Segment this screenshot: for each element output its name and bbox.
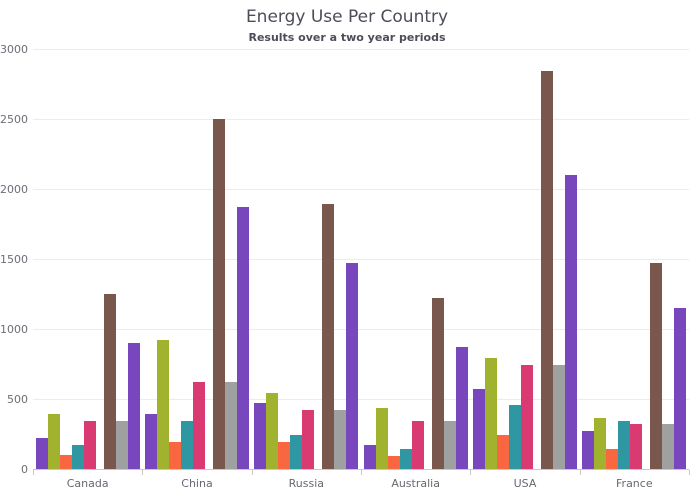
y-tick-label-1500: 1500 bbox=[0, 253, 28, 266]
gridline-2000 bbox=[33, 189, 689, 190]
bar-purple-bar-year1-col1-russia[interactable] bbox=[254, 403, 267, 469]
bar-purple-bar-year1-col1-usa[interactable] bbox=[472, 388, 485, 469]
x-axis-tick bbox=[470, 470, 472, 475]
y-tick-label-2500: 2500 bbox=[0, 113, 28, 126]
bar-pink-bar-col5-france[interactable] bbox=[630, 424, 643, 469]
gridline-500 bbox=[33, 399, 689, 400]
bar-group-gap bbox=[424, 468, 432, 469]
y-tick-label-1000: 1000 bbox=[0, 323, 28, 336]
bar-brown-bar-col6-australia[interactable] bbox=[431, 297, 444, 469]
bar-green-bar-col2-usa[interactable] bbox=[484, 357, 497, 469]
gridline-2500 bbox=[33, 119, 689, 120]
gridline-1500 bbox=[33, 259, 689, 260]
y-tick-label-500: 500 bbox=[7, 393, 28, 406]
bar-brown-bar-col6-france[interactable] bbox=[650, 262, 663, 469]
bar-gray-bar-col7-russia[interactable] bbox=[334, 410, 347, 469]
bar-pink-bar-col5-australia[interactable] bbox=[411, 420, 424, 469]
bar-green-bar-col2-france[interactable] bbox=[594, 417, 607, 469]
plot-area bbox=[33, 49, 689, 470]
bar-green-bar-col2-canada[interactable] bbox=[47, 413, 60, 469]
bar-teal-bar-col4-canada[interactable] bbox=[71, 444, 84, 469]
bar-pink-bar-col5-china[interactable] bbox=[192, 381, 205, 469]
category-cell-france bbox=[580, 49, 689, 469]
x-axis-labels: Canada China Russia Australia USA France bbox=[33, 477, 689, 495]
gridline-1000 bbox=[33, 329, 689, 330]
bar-violet-bar-col8-usa[interactable] bbox=[564, 175, 577, 469]
bar-orange-bar-col3-china[interactable] bbox=[168, 441, 181, 469]
bar-teal-bar-col4-china[interactable] bbox=[180, 421, 193, 469]
bar-group-gap bbox=[314, 468, 322, 469]
bar-pink-bar-col5-usa[interactable] bbox=[520, 364, 533, 469]
bar-group-gap bbox=[533, 468, 541, 469]
x-axis-tick bbox=[251, 470, 253, 475]
bar-violet-bar-col8-canada[interactable] bbox=[127, 343, 140, 469]
bar-green-bar-col2-australia[interactable] bbox=[375, 408, 388, 469]
bar-group-gap bbox=[205, 468, 213, 469]
bar-orange-bar-col3-russia[interactable] bbox=[278, 441, 291, 469]
y-axis-labels: 0 500 1000 1500 2000 2500 3000 bbox=[0, 43, 28, 476]
bar-violet-bar-col8-france[interactable] bbox=[674, 308, 687, 469]
bar-violet-bar-col8-russia[interactable] bbox=[346, 262, 359, 469]
bar-pink-bar-col5-canada[interactable] bbox=[83, 420, 96, 469]
bar-purple-bar-year1-col1-france[interactable] bbox=[582, 431, 595, 469]
bars-layer bbox=[33, 49, 689, 469]
category-label-china: China bbox=[181, 477, 213, 490]
bar-gray-bar-col7-china[interactable] bbox=[224, 382, 237, 469]
bar-brown-bar-col6-usa[interactable] bbox=[540, 70, 553, 469]
bar-violet-bar-col8-china[interactable] bbox=[236, 206, 249, 469]
category-cell-russia bbox=[252, 49, 361, 469]
y-tick-label-2000: 2000 bbox=[0, 183, 28, 196]
x-axis-tick bbox=[689, 470, 690, 475]
bar-pink-bar-col5-russia[interactable] bbox=[302, 410, 315, 469]
category-label-russia: Russia bbox=[288, 477, 325, 490]
bar-gray-bar-col7-france[interactable] bbox=[662, 423, 675, 469]
x-axis-tick bbox=[361, 470, 362, 475]
bar-purple-bar-year1-col1-canada[interactable] bbox=[35, 438, 48, 469]
bar-group-gap bbox=[96, 468, 104, 469]
bar-gray-bar-col7-usa[interactable] bbox=[552, 364, 565, 469]
gridline-3000 bbox=[33, 49, 689, 50]
chart-title: Energy Use Per Country bbox=[245, 7, 449, 27]
bar-brown-bar-col6-canada[interactable] bbox=[103, 294, 116, 469]
bar-brown-bar-col6-china[interactable] bbox=[212, 119, 225, 469]
bar-green-bar-col2-china[interactable] bbox=[156, 340, 169, 469]
bar-purple-bar-year1-col1-australia[interactable] bbox=[363, 445, 376, 469]
bar-gray-bar-col7-australia[interactable] bbox=[443, 420, 456, 469]
category-label-australia: Australia bbox=[391, 477, 440, 490]
bar-teal-bar-col4-russia[interactable] bbox=[290, 434, 303, 469]
bar-group-gap bbox=[642, 468, 650, 469]
bar-orange-bar-col3-canada[interactable] bbox=[59, 455, 72, 469]
y-tick-label-3000: 3000 bbox=[0, 43, 28, 56]
bar-gray-bar-col7-canada[interactable] bbox=[115, 420, 128, 469]
category-cell-china bbox=[142, 49, 251, 469]
category-cell-australia bbox=[361, 49, 470, 469]
bar-teal-bar-col4-usa[interactable] bbox=[508, 404, 521, 469]
x-axis-tick bbox=[142, 470, 144, 475]
bar-orange-bar-col3-australia[interactable] bbox=[387, 455, 400, 469]
x-axis-tick bbox=[579, 470, 581, 475]
bar-orange-bar-col3-france[interactable] bbox=[606, 448, 619, 469]
bar-teal-bar-col4-france[interactable] bbox=[618, 421, 631, 469]
category-label-canada: Canada bbox=[66, 477, 109, 490]
bar-purple-bar-year1-col1-china[interactable] bbox=[144, 413, 157, 469]
bar-orange-bar-col3-usa[interactable] bbox=[496, 435, 509, 469]
bar-green-bar-col2-russia[interactable] bbox=[266, 392, 279, 469]
bar-violet-bar-col8-australia[interactable] bbox=[455, 347, 468, 469]
category-label-usa: USA bbox=[513, 477, 537, 490]
bar-brown-bar-col6-russia[interactable] bbox=[322, 203, 335, 469]
x-axis-tick bbox=[33, 470, 34, 475]
y-tick-label-0: 0 bbox=[21, 463, 28, 476]
bar-teal-bar-col4-australia[interactable] bbox=[399, 449, 412, 469]
chart-subtitle: Results over a two year periods bbox=[248, 31, 446, 44]
category-label-france: France bbox=[616, 477, 653, 490]
category-cell-usa bbox=[470, 49, 579, 469]
category-cell-canada bbox=[33, 49, 142, 469]
